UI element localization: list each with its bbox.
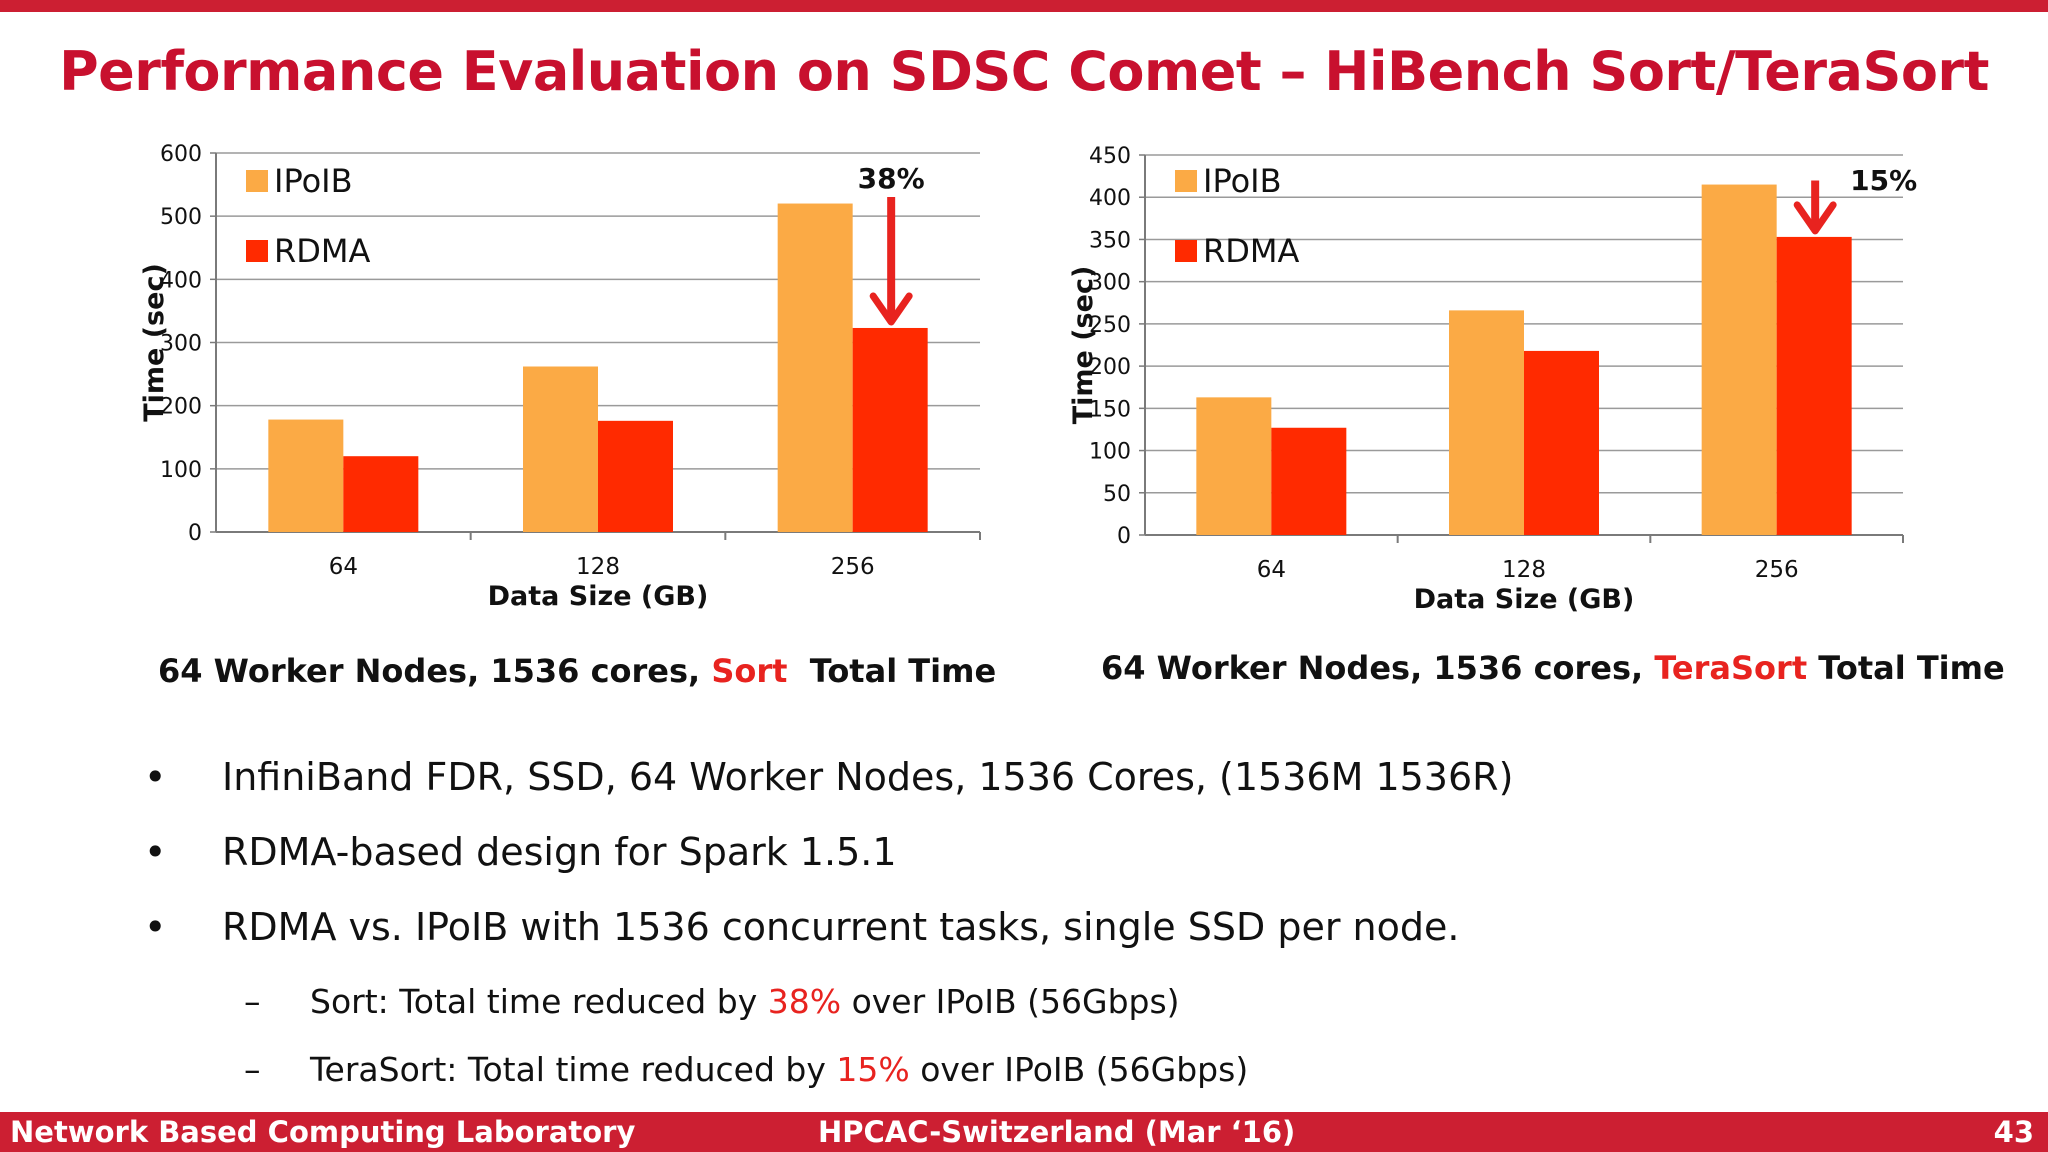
sub-bullet-value: 15% [836, 1050, 910, 1089]
legend-label-rdma: RDMA [274, 232, 370, 270]
bullet-list: • InfiniBand FDR, SSD, 64 Worker Nodes, … [140, 755, 1940, 1116]
sub-bullet-prefix: Sort: Total time reduced by [310, 982, 768, 1021]
y-tick-label: 50 [1103, 482, 1131, 507]
bar-ipoib-256 [1701, 184, 1777, 536]
y-tick-label: 100 [160, 458, 202, 483]
x-tick-label: 256 [831, 554, 875, 580]
bullet-marker: • [144, 830, 167, 874]
y-tick-label: 400 [1089, 186, 1131, 211]
sub-bullet-suffix: over IPoIB (56Gbps) [909, 1050, 1249, 1089]
bar-rdma-256 [852, 327, 928, 532]
legend-label-ipoib: IPoIB [274, 162, 353, 200]
y-axis-title: Time (sec) [1068, 266, 1099, 425]
footer-lab-name: Network Based Computing Laboratory [10, 1115, 636, 1149]
y-tick-label: 0 [1117, 524, 1131, 549]
x-tick-label: 128 [576, 554, 620, 580]
y-tick-label: 400 [160, 268, 202, 293]
top-rule [0, 0, 2048, 12]
sort-chart: 0 100 200 300 400 500 600 64 128 256 Data Size (GB… [139, 142, 981, 612]
sort-chart-caption: 64 Worker Nodes, 1536 cores, Sort Total … [158, 652, 996, 690]
bullet-item: • RDMA vs. IPoIB with 1536 concurrent ta… [140, 905, 1940, 980]
bar-rdma-128 [1524, 350, 1599, 535]
bullet-text: InfiniBand FDR, SSD, 64 Worker Nodes, 15… [222, 755, 1514, 799]
x-tick-label: 256 [1755, 557, 1799, 583]
y-tick-label: 300 [1089, 271, 1131, 296]
terasort-chart: 0 50 100 150 200 250 300 350 400 450 64 128 256 Data … [1068, 144, 1917, 615]
sub-bullet-text: TeraSort: Total time reduced by 15% over… [310, 1050, 1248, 1089]
y-tick-label: 200 [1089, 355, 1131, 380]
sub-bullet-prefix: TeraSort: Total time reduced by [310, 1050, 837, 1089]
sub-bullet-item: – TeraSort: Total time reduced by 15% ov… [140, 1048, 1940, 1116]
caption-highlight: TeraSort [1654, 649, 1808, 687]
y-tick-label: 200 [160, 395, 202, 420]
terasort-chart-caption: 64 Worker Nodes, 1536 cores, TeraSort To… [1101, 649, 2005, 687]
reduction-arrow-head [869, 292, 913, 326]
bullet-marker: • [144, 755, 167, 799]
bullet-item: • InfiniBand FDR, SSD, 64 Worker Nodes, … [140, 755, 1940, 830]
y-tick-label: 350 [1089, 228, 1131, 253]
sub-bullet-marker: – [244, 982, 261, 1021]
legend-label-ipoib: IPoIB [1203, 162, 1282, 200]
reduction-arrow-head [1793, 201, 1837, 235]
legend-swatch-ipoib [1175, 170, 1197, 192]
y-tick-label: 600 [160, 142, 202, 167]
sub-bullet-value: 38% [767, 982, 842, 1021]
bullet-text: RDMA vs. IPoIB with 1536 concurrent task… [222, 905, 1460, 949]
bar-ipoib-64 [268, 419, 344, 532]
y-tick-label: 300 [160, 332, 202, 357]
y-axis-title: Time (sec) [139, 263, 170, 422]
footer-page-number: 43 [1993, 1115, 2034, 1149]
x-tick-label: 64 [329, 554, 358, 580]
legend-swatch-ipoib [246, 170, 268, 192]
bar-rdma-256 [1776, 236, 1852, 535]
footer-bar: Network Based Computing Laboratory HPCAC… [0, 1112, 2048, 1152]
bar-ipoib-128 [523, 366, 598, 532]
y-tick-label: 0 [188, 521, 202, 546]
bar-rdma-128 [598, 420, 673, 532]
legend-label-rdma: RDMA [1203, 232, 1299, 270]
caption-prefix: 64 Worker Nodes, 1536 cores, [1101, 649, 1655, 687]
bar-ipoib-256 [777, 203, 853, 532]
bar-rdma-64 [1271, 427, 1347, 535]
legend-swatch-rdma [246, 240, 268, 262]
caption-prefix: 64 Worker Nodes, 1536 cores, [158, 652, 712, 690]
bar-ipoib-128 [1449, 310, 1524, 535]
x-axis-title: Data Size (GB) [1414, 584, 1635, 615]
legend-swatch-rdma [1175, 240, 1197, 262]
bullet-marker: • [144, 905, 167, 949]
sub-bullet-item: – Sort: Total time reduced by 38% over I… [140, 980, 1940, 1048]
y-tick-label: 100 [1089, 440, 1131, 465]
y-tick-label: 150 [1089, 397, 1131, 422]
footer-event: HPCAC-Switzerland (Mar ‘16) [818, 1115, 1296, 1149]
y-tick-label: 250 [1089, 313, 1131, 338]
y-tick-label: 450 [1089, 144, 1131, 169]
x-tick-label: 64 [1257, 557, 1286, 583]
sub-bullet-text: Sort: Total time reduced by 38% over IPo… [310, 982, 1180, 1021]
x-axis-title: Data Size (GB) [488, 581, 709, 612]
slide-title: Performance Evaluation on SDSC Comet – H… [59, 40, 1989, 103]
reduction-annotation: 38% [858, 162, 925, 195]
caption-suffix: Total Time [1807, 649, 2005, 687]
sub-bullet-marker: – [244, 1050, 261, 1089]
sub-bullet-suffix: over IPoIB (56Gbps) [841, 982, 1180, 1021]
bullet-item: • RDMA-based design for Spark 1.5.1 [140, 830, 1940, 905]
caption-highlight: Sort [711, 652, 788, 690]
bar-ipoib-64 [1196, 397, 1272, 535]
y-tick-label: 500 [160, 205, 202, 230]
x-tick-label: 128 [1502, 557, 1546, 583]
bullet-text: RDMA-based design for Spark 1.5.1 [222, 830, 897, 874]
bar-rdma-64 [343, 456, 419, 532]
caption-suffix: Total Time [787, 652, 997, 690]
reduction-annotation: 15% [1850, 164, 1917, 197]
